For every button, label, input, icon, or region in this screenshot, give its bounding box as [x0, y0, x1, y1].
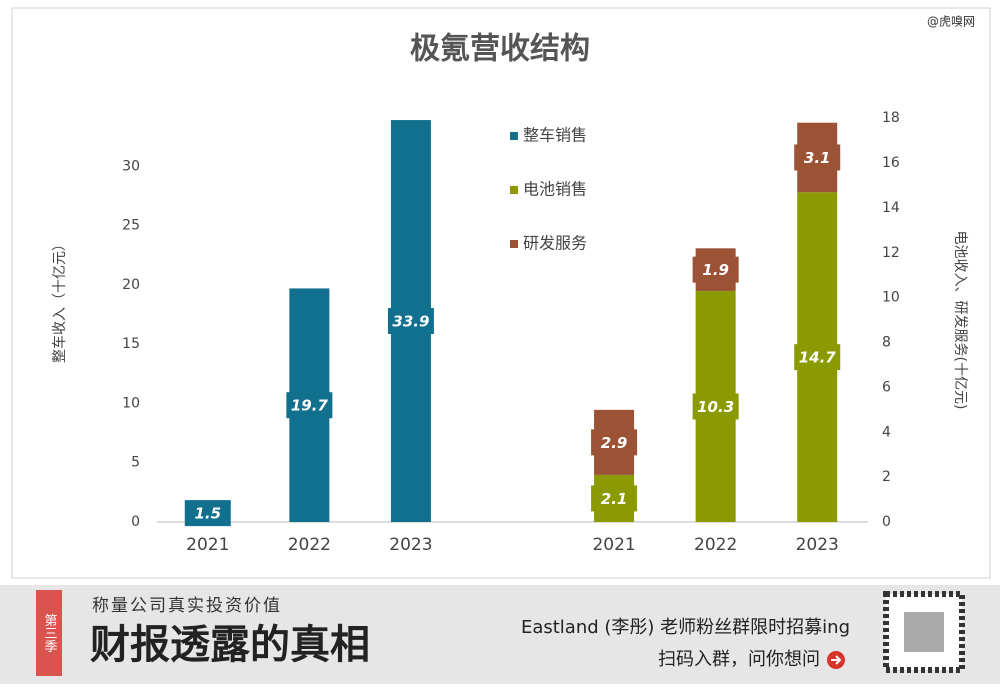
legend-label: 研发服务	[523, 234, 587, 253]
x-tick-label: 2023	[389, 535, 432, 555]
value-label: 14.7	[799, 349, 837, 367]
y2-tick-label: 16	[882, 155, 900, 171]
chart-title: 极氪营收结构	[410, 32, 590, 67]
y-tick-label: 15	[122, 336, 140, 352]
x-tick-label: 2023	[796, 535, 839, 555]
value-label-bg	[591, 485, 638, 512]
badge: 第三季	[42, 614, 58, 653]
cta-text: 扫码入群，问你想问	[658, 649, 820, 670]
y-tick-label: 0	[131, 514, 140, 530]
value-label: 10.3	[697, 398, 734, 416]
y2-tick-label: 8	[882, 335, 891, 351]
y2-tick-label: 12	[882, 245, 900, 261]
value-label-bg	[692, 256, 739, 283]
slogan: 称量公司真实投资价值	[92, 596, 282, 616]
value-label: 1.5	[194, 505, 221, 523]
value-label-bg	[387, 308, 434, 335]
y-tick-label: 5	[131, 455, 140, 471]
value-label-bg	[286, 392, 333, 419]
value-label-bg	[184, 500, 231, 527]
y2-tick-label: 0	[882, 514, 891, 530]
legend-swatch	[510, 240, 518, 248]
y2-axis-label: 电池收入、研发服务(十亿元)	[952, 231, 968, 410]
chart-frame	[11, 7, 991, 579]
y2-tick-label: 14	[882, 200, 900, 216]
qr-core	[904, 612, 944, 652]
value-label: 33.9	[392, 313, 429, 331]
value-label: 3.1	[804, 149, 831, 167]
y2-tick-label: 10	[882, 290, 900, 306]
legend-swatch	[510, 132, 518, 140]
legend-label: 整车销售	[523, 126, 587, 145]
x-tick-label: 2021	[592, 535, 635, 555]
value-label: 2.9	[601, 434, 628, 452]
value-label-bg	[591, 429, 638, 456]
value-label: 2.1	[601, 490, 628, 508]
arrow-glyph	[831, 655, 842, 665]
y-tick-label: 10	[122, 395, 140, 411]
recruit-text: Eastland (李彤) 老师粉丝群限时招募ing	[521, 617, 850, 638]
value-label-bg	[794, 344, 841, 371]
watermark: @虎嗅网	[927, 15, 975, 29]
y2-tick-label: 4	[882, 424, 891, 440]
legend-label: 电池销售	[523, 180, 587, 199]
value-label: 1.9	[702, 261, 729, 279]
x-tick-label: 2022	[288, 535, 331, 555]
y-tick-label: 20	[122, 277, 140, 293]
y-tick-label: 30	[122, 158, 140, 174]
y-tick-label: 25	[122, 218, 140, 234]
headline: 财报透露的真相	[90, 621, 370, 668]
y2-tick-label: 6	[882, 379, 891, 395]
badge-bg	[36, 590, 62, 676]
value-label-bg	[692, 393, 739, 420]
y2-tick-label: 18	[882, 110, 900, 126]
legend-swatch	[510, 186, 518, 194]
value-label-bg	[794, 144, 841, 171]
banner: 第三季 称量公司真实投资价值 财报透露的真相 Eastland (李彤) 老师粉…	[0, 585, 1000, 684]
value-label: 19.7	[291, 397, 329, 415]
y2-tick-label: 2	[882, 469, 891, 485]
x-tick-label: 2021	[186, 535, 229, 555]
y-axis-label: 整车收入（十亿元）	[51, 237, 68, 363]
x-tick-label: 2022	[694, 535, 737, 555]
